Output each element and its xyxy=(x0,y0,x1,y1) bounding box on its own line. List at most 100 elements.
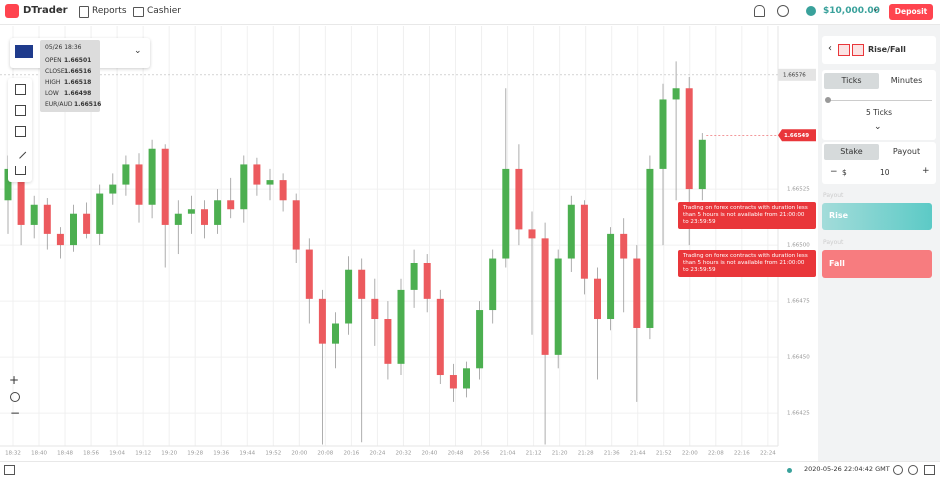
candle-body xyxy=(607,233,615,320)
x-tick-label: 20:56 xyxy=(474,451,490,457)
notice: Trading on forex contracts with duration… xyxy=(678,202,816,229)
deposit-button[interactable]: Deposit xyxy=(889,4,933,20)
x-tick-label: 18:48 xyxy=(57,451,73,457)
candle-body xyxy=(135,164,143,205)
contract-selector[interactable]: ‹ Rise/Fall xyxy=(822,36,936,64)
x-tick-label: 21:20 xyxy=(552,451,568,457)
settings[interactable] xyxy=(908,465,918,475)
brand[interactable]: DTrader xyxy=(23,5,68,16)
amount[interactable]: 10 xyxy=(880,168,890,177)
server-time: 2020-05-26 22:04:42 GMT xyxy=(804,465,890,473)
templates-tool[interactable] xyxy=(15,126,26,137)
trade-panel: ‹ Rise/Fall Ticks Minutes 5 Ticks ⌄ Stak… xyxy=(818,25,940,461)
x-tick-label: 21:36 xyxy=(604,451,620,457)
candle-body xyxy=(358,269,366,299)
candle-body xyxy=(148,148,156,205)
x-tick-label: 21:04 xyxy=(500,451,516,457)
tab-stake[interactable]: Stake xyxy=(824,144,879,160)
slider[interactable] xyxy=(828,100,932,101)
back[interactable]: ‹ xyxy=(828,43,832,54)
market-chevron[interactable]: ⌄ xyxy=(134,46,142,56)
balance[interactable]: $10,000.00 xyxy=(823,6,880,16)
x-tick-label: 21:28 xyxy=(578,451,594,457)
decrease[interactable]: − xyxy=(830,167,838,177)
download-tool[interactable] xyxy=(15,166,26,175)
zoom-reset[interactable] xyxy=(10,392,20,402)
y-tick-label: 1.66475 xyxy=(787,299,810,305)
reports-icon xyxy=(79,6,89,18)
indicators-tool[interactable] xyxy=(15,105,26,116)
nav-cashier[interactable]: Cashier xyxy=(147,6,181,16)
tooltip-value: 1.66516 xyxy=(64,68,92,75)
rise-icon xyxy=(838,44,850,56)
candle-body xyxy=(70,213,77,246)
flag xyxy=(15,45,33,58)
candle-body xyxy=(449,375,457,389)
candle-body xyxy=(541,238,549,355)
nav-reports[interactable]: Reports xyxy=(92,6,127,16)
expand[interactable]: ⌄ xyxy=(874,122,882,132)
tooltip-key: OPEN xyxy=(45,57,62,64)
positions-icon[interactable] xyxy=(4,465,15,475)
candle-body xyxy=(30,204,38,225)
candle-body xyxy=(580,204,588,279)
logo[interactable] xyxy=(5,4,19,18)
help[interactable] xyxy=(893,465,903,475)
candle-body xyxy=(187,209,195,214)
cashier-icon xyxy=(133,7,144,17)
chart-type-tool[interactable] xyxy=(15,84,26,95)
zoom-out[interactable]: − xyxy=(10,406,21,420)
notifications[interactable] xyxy=(754,5,765,17)
x-tick-label: 20:32 xyxy=(396,451,412,457)
candle-body xyxy=(109,184,117,194)
candle-body xyxy=(567,204,575,259)
tab-minutes[interactable]: Minutes xyxy=(890,76,923,85)
candle-body xyxy=(502,168,510,259)
candle-body xyxy=(594,278,601,320)
x-tick-label: 20:08 xyxy=(317,451,333,457)
candle-body xyxy=(266,180,274,185)
payout-label: Payout xyxy=(823,192,844,199)
candle-body xyxy=(161,148,169,225)
crosshair-tooltip: 05/26 18:36 OPEN 1.66501 CLOSE 1.66516 HIGH 1… xyxy=(40,40,101,112)
candle-body xyxy=(515,168,523,230)
brand-chevron[interactable]: ⌄ xyxy=(57,4,65,14)
amount-box: Stake Payout − $ 10 + xyxy=(822,142,936,184)
duration-box: Ticks Minutes 5 Ticks ⌄ xyxy=(822,70,936,140)
crosshair-label-bg xyxy=(778,68,816,81)
x-tick-label: 22:16 xyxy=(734,451,750,457)
fullscreen[interactable] xyxy=(924,465,935,475)
candle-body xyxy=(201,209,208,225)
slider-thumb[interactable] xyxy=(825,97,831,103)
fall-label[interactable]: Fall xyxy=(829,259,845,268)
crosshair-label: 1.66576 xyxy=(783,72,806,78)
status-dot xyxy=(787,468,792,473)
rise-button[interactable]: Rise xyxy=(822,203,932,230)
candle-body xyxy=(4,168,12,201)
x-tick-label: 22:08 xyxy=(708,451,724,457)
candle-body xyxy=(56,233,64,246)
candle-body xyxy=(436,298,444,376)
x-tick-label: 21:44 xyxy=(630,451,646,457)
account[interactable] xyxy=(777,5,789,17)
y-tick-label: 1.66425 xyxy=(787,411,810,417)
candle-body xyxy=(633,258,641,328)
candle-body xyxy=(227,200,235,210)
tab-payout[interactable]: Payout xyxy=(892,147,921,156)
candle-body xyxy=(332,323,339,344)
x-tick-label: 19:52 xyxy=(265,451,281,457)
fall-button[interactable]: Fall xyxy=(822,250,932,278)
tab-ticks[interactable]: Ticks xyxy=(824,73,879,89)
zoom-in[interactable]: + xyxy=(9,373,20,387)
tooltip-key: HIGH xyxy=(45,79,61,86)
x-tick-label: 19:36 xyxy=(213,451,229,457)
x-tick-label: 20:48 xyxy=(448,451,464,457)
increase[interactable]: + xyxy=(922,166,930,176)
candle-body xyxy=(476,310,484,369)
rise-label[interactable]: Rise xyxy=(829,211,849,220)
drawing-tool[interactable] xyxy=(12,145,27,159)
balance-chevron[interactable]: ⌄ xyxy=(872,4,880,14)
payout-label: Payout xyxy=(823,239,844,246)
candle-body xyxy=(214,200,222,225)
